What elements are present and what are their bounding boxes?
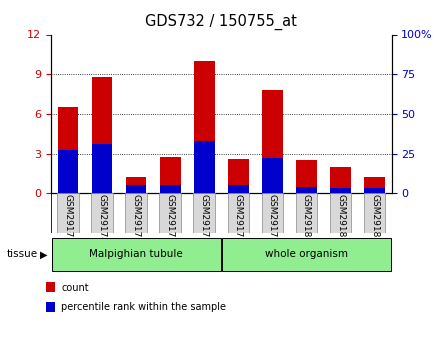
Bar — [228, 185, 249, 193]
Text: percentile rank within the sample: percentile rank within the sample — [61, 303, 227, 313]
Bar — [46, 302, 54, 312]
Bar — [126, 177, 146, 193]
Text: GSM29174: GSM29174 — [98, 194, 107, 243]
Bar — [330, 188, 351, 193]
Bar — [295, 193, 317, 233]
Bar — [364, 177, 385, 193]
Bar — [92, 77, 113, 193]
Bar — [58, 150, 78, 193]
Text: GDS732 / 150755_at: GDS732 / 150755_at — [146, 14, 297, 30]
Bar — [194, 61, 214, 193]
Bar — [227, 193, 249, 233]
Bar — [228, 159, 249, 193]
Bar — [91, 193, 113, 233]
Text: GSM29177: GSM29177 — [200, 194, 209, 244]
Text: GSM29180: GSM29180 — [302, 194, 311, 244]
Bar — [194, 141, 214, 193]
Text: GSM29173: GSM29173 — [64, 194, 73, 244]
Bar — [296, 187, 317, 193]
Text: GSM29178: GSM29178 — [234, 194, 243, 244]
Text: ▶: ▶ — [40, 249, 48, 259]
Bar — [330, 193, 352, 233]
Text: GSM29175: GSM29175 — [132, 194, 141, 244]
Text: GSM29176: GSM29176 — [166, 194, 175, 244]
Bar — [46, 283, 54, 293]
Bar — [160, 157, 181, 193]
Text: GSM29179: GSM29179 — [268, 194, 277, 244]
Text: Malpighian tubule: Malpighian tubule — [89, 249, 183, 259]
Bar — [160, 185, 181, 193]
Bar — [159, 193, 181, 233]
Bar — [330, 167, 351, 193]
Bar — [58, 107, 78, 193]
Text: GSM29182: GSM29182 — [370, 194, 379, 243]
Bar — [222, 238, 391, 271]
Bar — [92, 144, 113, 193]
Bar — [126, 185, 146, 193]
Bar — [194, 193, 215, 233]
Text: whole organism: whole organism — [265, 249, 348, 259]
Bar — [57, 193, 79, 233]
Bar — [262, 158, 283, 193]
Bar — [125, 193, 147, 233]
Bar — [364, 193, 385, 233]
Bar — [262, 193, 283, 233]
Bar — [262, 90, 283, 193]
Bar — [52, 238, 221, 271]
Text: count: count — [61, 283, 89, 293]
Bar — [296, 160, 317, 193]
Text: GSM29181: GSM29181 — [336, 194, 345, 244]
Bar — [364, 188, 385, 193]
Text: tissue: tissue — [7, 249, 38, 259]
